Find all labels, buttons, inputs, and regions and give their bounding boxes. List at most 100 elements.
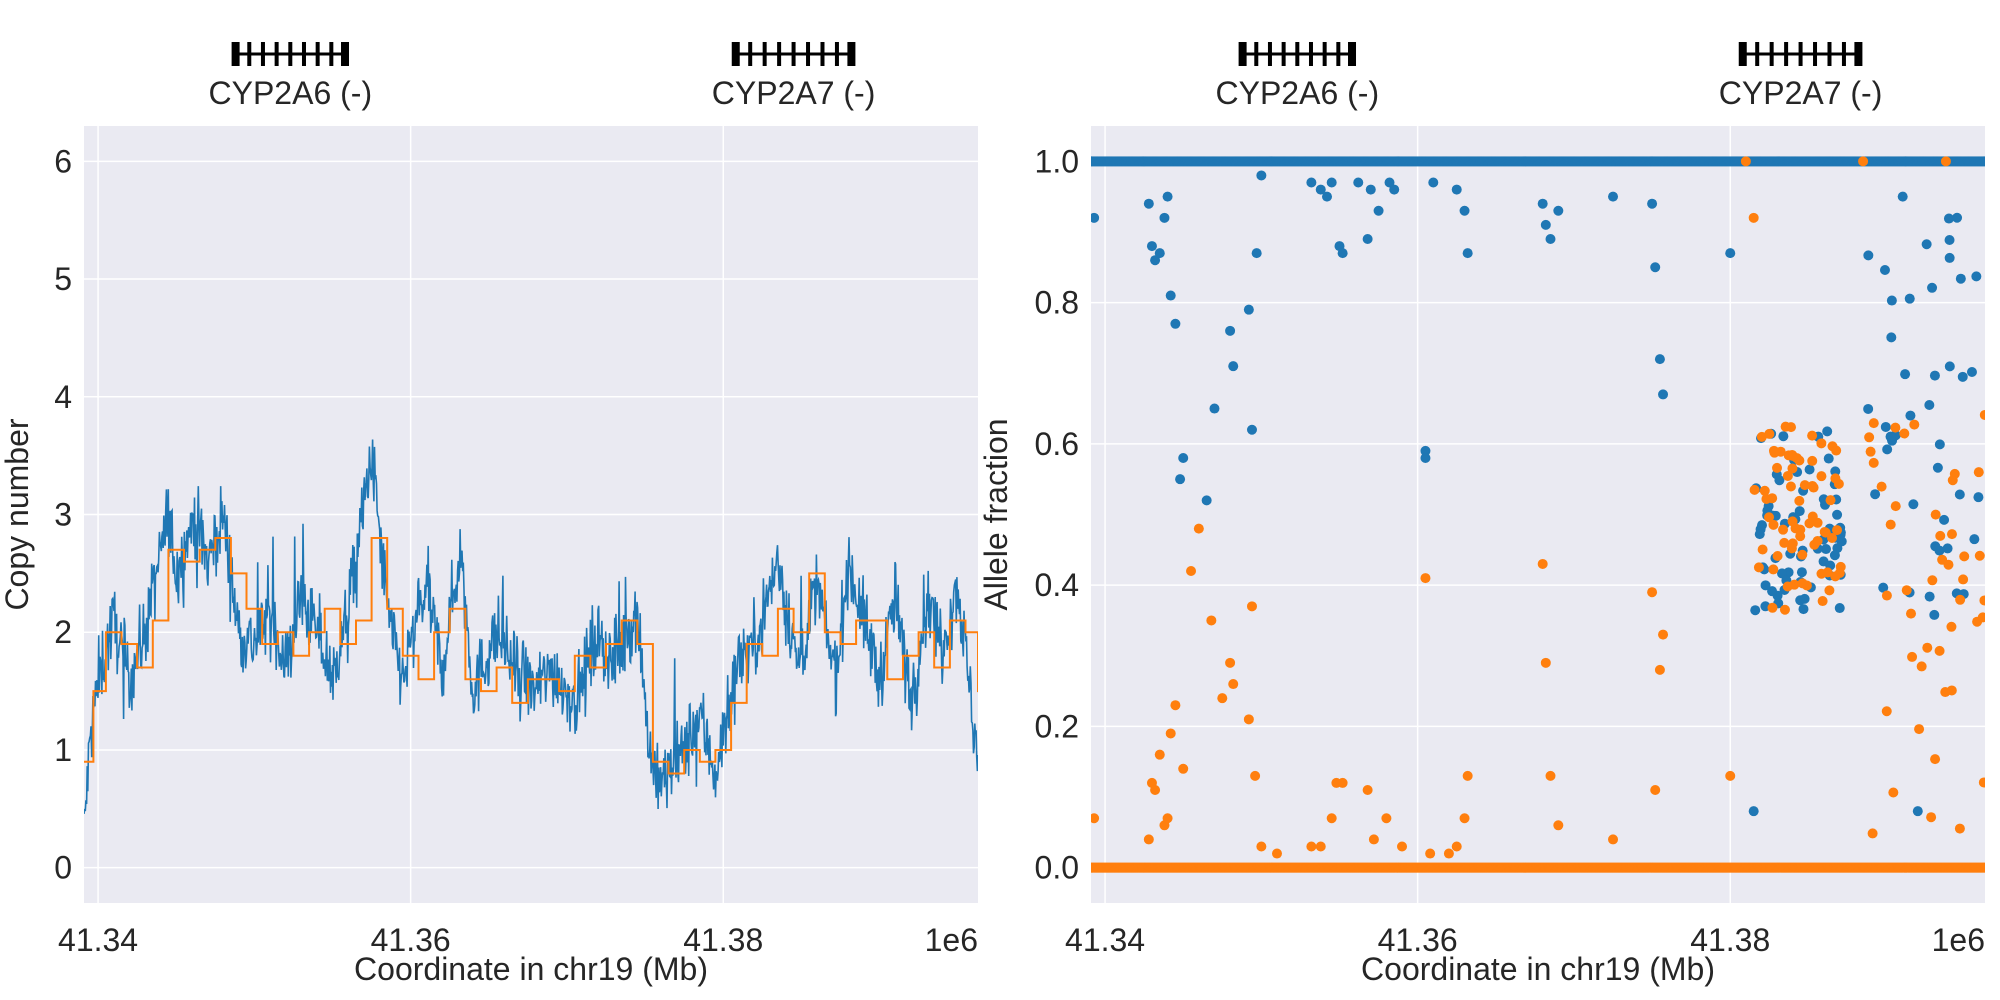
allele-fraction-point-orange bbox=[1881, 706, 1892, 717]
gene-track: CYP2A7 (-) bbox=[712, 42, 875, 111]
allele-fraction-point-orange bbox=[1654, 664, 1665, 675]
allele-fraction-point-orange bbox=[1764, 512, 1775, 523]
allele-fraction-point-orange bbox=[1780, 421, 1791, 432]
gene-exon bbox=[1769, 42, 1774, 66]
gene-exon bbox=[1308, 42, 1313, 66]
allele-fraction-point-blue bbox=[1955, 273, 1966, 284]
gene-exon bbox=[820, 42, 825, 66]
allele-fraction-point-blue bbox=[1246, 424, 1257, 435]
allele-fraction-point-orange bbox=[1940, 156, 1951, 167]
allele-fraction-point-orange bbox=[1271, 848, 1282, 859]
allele-fraction-point-blue bbox=[1942, 543, 1953, 554]
allele-fraction-point-orange bbox=[1757, 544, 1768, 555]
allele-fraction-point-blue bbox=[1143, 198, 1154, 209]
allele-fraction-point-blue bbox=[1939, 514, 1950, 525]
allele-fraction-point-blue bbox=[1650, 262, 1661, 273]
allele-fraction-point-orange bbox=[1143, 834, 1154, 845]
allele-fraction-point-blue bbox=[1540, 219, 1551, 230]
y-tick-label: 6 bbox=[54, 143, 72, 179]
allele-fraction-point-orange bbox=[1443, 848, 1454, 859]
allele-fraction-point-orange bbox=[1864, 432, 1875, 443]
allele-fraction-point-blue bbox=[1921, 239, 1932, 250]
allele-fraction-point-orange bbox=[1778, 524, 1789, 535]
allele-fraction-point-orange bbox=[1256, 841, 1267, 852]
allele-fraction-point-blue bbox=[1462, 248, 1473, 259]
allele-fraction-point-orange bbox=[1764, 428, 1775, 439]
allele-fraction-point-blue bbox=[1820, 544, 1831, 555]
allele-fraction-point-blue bbox=[1879, 264, 1890, 275]
allele-fraction-point-blue bbox=[1209, 403, 1220, 414]
allele-fraction-point-orange bbox=[1827, 532, 1838, 543]
allele-fraction-point-orange bbox=[1768, 564, 1779, 575]
gene-label: CYP2A6 (-) bbox=[209, 75, 373, 111]
gene-exon bbox=[1738, 42, 1747, 66]
allele-fraction-point-orange bbox=[1916, 661, 1927, 672]
allele-fraction-point-orange bbox=[1979, 409, 1985, 420]
x-tick-label: 41.34 bbox=[1065, 922, 1145, 958]
gene-exon bbox=[315, 42, 320, 66]
gene-exon bbox=[1755, 42, 1760, 66]
allele-fraction-point-blue bbox=[1804, 464, 1815, 475]
allele-fraction-point-blue bbox=[1912, 806, 1923, 817]
allele-fraction-point-orange bbox=[1937, 554, 1948, 565]
allele-fraction-point-orange bbox=[1451, 841, 1462, 852]
allele-fraction-point-blue bbox=[1886, 295, 1897, 306]
y-tick-label: 3 bbox=[54, 497, 72, 533]
allele-fraction-point-blue bbox=[1545, 234, 1556, 245]
allele-fraction-point-orange bbox=[1767, 602, 1778, 613]
allele-fraction-point-orange bbox=[1816, 568, 1827, 579]
allele-fraction-point-orange bbox=[1420, 573, 1431, 584]
allele-fraction-point-blue bbox=[1725, 248, 1736, 259]
allele-fraction-point-orange bbox=[1979, 862, 1985, 873]
allele-fraction-point-orange bbox=[1178, 763, 1189, 774]
allele-fraction-point-orange bbox=[1797, 549, 1808, 560]
allele-fraction-point-orange bbox=[1885, 519, 1896, 530]
gene-exon bbox=[301, 42, 306, 66]
allele-fraction-point-blue bbox=[1932, 462, 1943, 473]
allele-fraction-point-blue bbox=[1834, 603, 1845, 614]
y-tick-label: 1.0 bbox=[1035, 143, 1079, 179]
allele-fraction-point-orange bbox=[1831, 445, 1842, 456]
gene-track: CYP2A6 (-) bbox=[1216, 42, 1379, 111]
y-tick-label: 2 bbox=[54, 614, 72, 650]
gene-exon bbox=[1854, 42, 1863, 66]
gene-exon bbox=[274, 42, 279, 66]
gene-exon bbox=[1827, 42, 1832, 66]
gene-exon bbox=[834, 42, 839, 66]
copy-number-series-smoothed bbox=[84, 537, 978, 775]
allele-fraction-point-orange bbox=[1537, 558, 1548, 569]
gene-exon bbox=[1281, 42, 1286, 66]
allele-fraction-point-blue bbox=[1365, 184, 1376, 195]
allele-fraction-point-blue bbox=[1944, 252, 1955, 263]
allele-fraction-point-blue bbox=[1178, 452, 1189, 463]
allele-fraction-point-orange bbox=[1462, 770, 1473, 781]
allele-fraction-point-blue bbox=[1306, 177, 1317, 188]
allele-fraction-point-blue bbox=[1832, 509, 1843, 520]
gene-exon bbox=[1798, 42, 1803, 66]
allele-fraction-panel: 41.34 41.36 41.38 0.0 0.2 0.4 0.6 0.8 1.0 1e6 Coor… bbox=[978, 42, 1985, 987]
allele-fraction-point-blue bbox=[1322, 191, 1333, 202]
allele-fraction-point-blue bbox=[1794, 506, 1805, 517]
allele-fraction-point-orange bbox=[1816, 471, 1827, 482]
allele-fraction-point-blue bbox=[1228, 361, 1239, 372]
gene-exon bbox=[1784, 42, 1789, 66]
allele-fraction-point-orange bbox=[1930, 509, 1941, 520]
allele-fraction-point-blue bbox=[1924, 591, 1935, 602]
y-tick-label: 0.8 bbox=[1035, 285, 1079, 321]
gene-exon bbox=[1238, 42, 1247, 66]
allele-fraction-point-orange bbox=[1833, 478, 1844, 489]
allele-fraction-point-blue bbox=[1326, 177, 1337, 188]
allele-fraction-point-blue bbox=[1315, 184, 1326, 195]
allele-fraction-point-orange bbox=[1150, 784, 1161, 795]
allele-fraction-point-blue bbox=[1750, 605, 1761, 616]
x-offset-label: 1e6 bbox=[1932, 922, 1985, 958]
allele-fraction-point-orange bbox=[1753, 562, 1764, 573]
allele-fraction-point-orange bbox=[1250, 770, 1261, 781]
allele-fraction-point-orange bbox=[1246, 601, 1257, 612]
allele-fraction-point-orange bbox=[1779, 604, 1790, 615]
allele-fraction-point-blue bbox=[1154, 248, 1165, 259]
allele-fraction-point-orange bbox=[1785, 481, 1796, 492]
allele-fraction-point-orange bbox=[1868, 418, 1879, 429]
gene-exon bbox=[329, 42, 334, 66]
allele-fraction-point-orange bbox=[1946, 685, 1957, 696]
